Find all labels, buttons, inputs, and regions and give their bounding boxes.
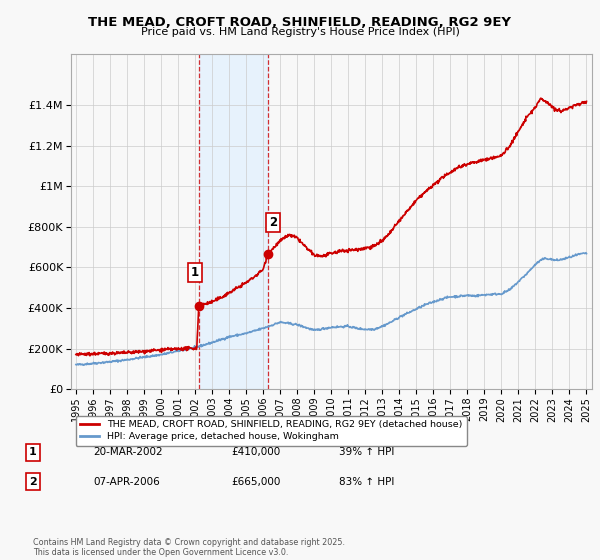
- Text: 39% ↑ HPI: 39% ↑ HPI: [339, 447, 394, 458]
- Text: £410,000: £410,000: [231, 447, 280, 458]
- Text: Price paid vs. HM Land Registry's House Price Index (HPI): Price paid vs. HM Land Registry's House …: [140, 27, 460, 37]
- Text: 2: 2: [269, 216, 277, 229]
- Text: 2: 2: [29, 477, 37, 487]
- Text: £665,000: £665,000: [231, 477, 280, 487]
- Text: THE MEAD, CROFT ROAD, SHINFIELD, READING, RG2 9EY: THE MEAD, CROFT ROAD, SHINFIELD, READING…: [89, 16, 511, 29]
- Text: 07-APR-2006: 07-APR-2006: [93, 477, 160, 487]
- Text: 20-MAR-2002: 20-MAR-2002: [93, 447, 163, 458]
- Text: 1: 1: [29, 447, 37, 458]
- Bar: [199, 54, 268, 389]
- Text: 83% ↑ HPI: 83% ↑ HPI: [339, 477, 394, 487]
- Text: 1: 1: [190, 266, 199, 279]
- Text: Contains HM Land Registry data © Crown copyright and database right 2025.
This d: Contains HM Land Registry data © Crown c…: [33, 538, 345, 557]
- Legend: THE MEAD, CROFT ROAD, SHINFIELD, READING, RG2 9EY (detached house), HPI: Average: THE MEAD, CROFT ROAD, SHINFIELD, READING…: [76, 416, 467, 446]
